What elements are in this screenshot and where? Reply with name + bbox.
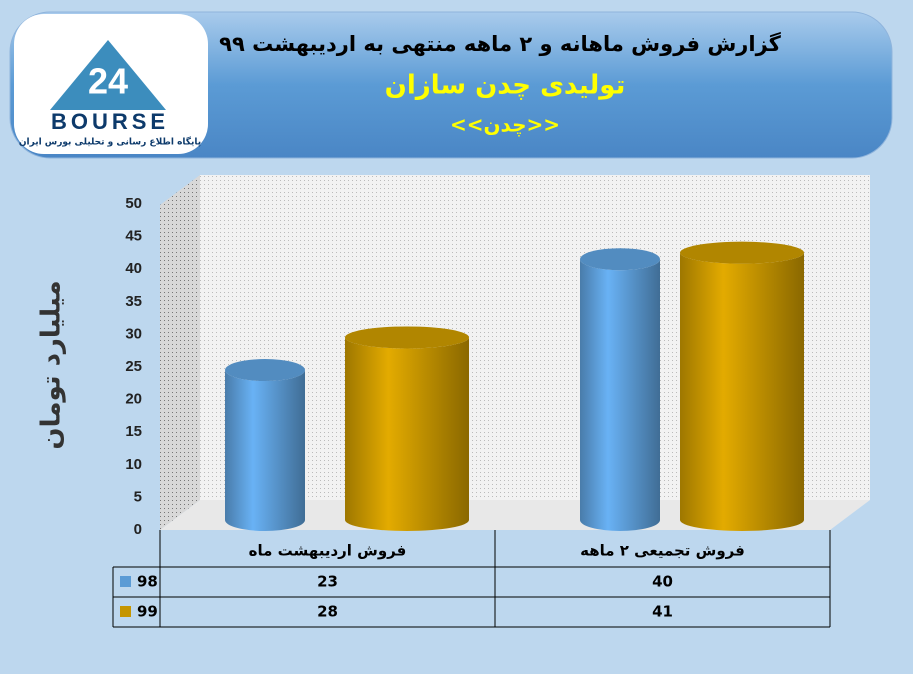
logo-caption: پایگاه اطلاع رسانی و تحلیلی بورس ایران: [19, 136, 201, 148]
y-tick-label: 45: [125, 228, 142, 245]
data-label: 40: [652, 573, 673, 591]
bar: [680, 252, 804, 531]
data-table: فروش اردیبهشت ماه فروش تجمیعی ۲ ماهه 98 23 4…: [112, 530, 831, 628]
chart-subtitle: <<چدن>>: [450, 113, 560, 138]
chart-subtitle: تولیدی چدن سازان: [385, 71, 626, 101]
side-wall: [160, 175, 200, 530]
header-box: [9, 11, 893, 159]
legend-swatch: [120, 576, 131, 587]
data-label: 41: [652, 603, 673, 621]
legend-swatch: [120, 606, 131, 617]
data-label: 28: [317, 603, 338, 621]
y-tick-label: 25: [125, 358, 142, 375]
bar-top: [680, 241, 804, 264]
legend-label: 99: [137, 603, 158, 621]
logo-shape: [50, 40, 166, 110]
y-tick-label: 30: [125, 325, 142, 342]
bar-top: [345, 326, 469, 349]
chart-title: گزارش فروش ماهانه و ۲ ماهه منتهی به اردی…: [219, 31, 782, 56]
logo-mark: 24: [88, 61, 128, 102]
bar: [580, 259, 660, 531]
y-tick-label: 0: [134, 521, 142, 538]
x-tick-label: فروش اردیبهشت ماه: [249, 542, 407, 560]
y-tick-label: 40: [125, 260, 142, 277]
y-tick-label: 20: [125, 391, 142, 408]
y-tick-label: 5: [134, 488, 142, 505]
bar-top: [580, 248, 660, 271]
x-tick-label: فروش تجمیعی ۲ ماهه: [580, 542, 745, 560]
bar: [345, 337, 469, 531]
y-axis-label: میلیارد تومان: [37, 280, 67, 449]
y-tick-label: 15: [125, 423, 142, 440]
data-label: 23: [317, 573, 338, 591]
bar-top: [225, 359, 305, 382]
legend-label: 98: [137, 573, 158, 591]
logo-name: BOURSE: [51, 109, 169, 134]
y-tick-label: 35: [125, 293, 142, 310]
y-tick-label: 10: [125, 456, 142, 473]
bar: [225, 370, 305, 531]
y-tick-label: 50: [125, 195, 142, 212]
